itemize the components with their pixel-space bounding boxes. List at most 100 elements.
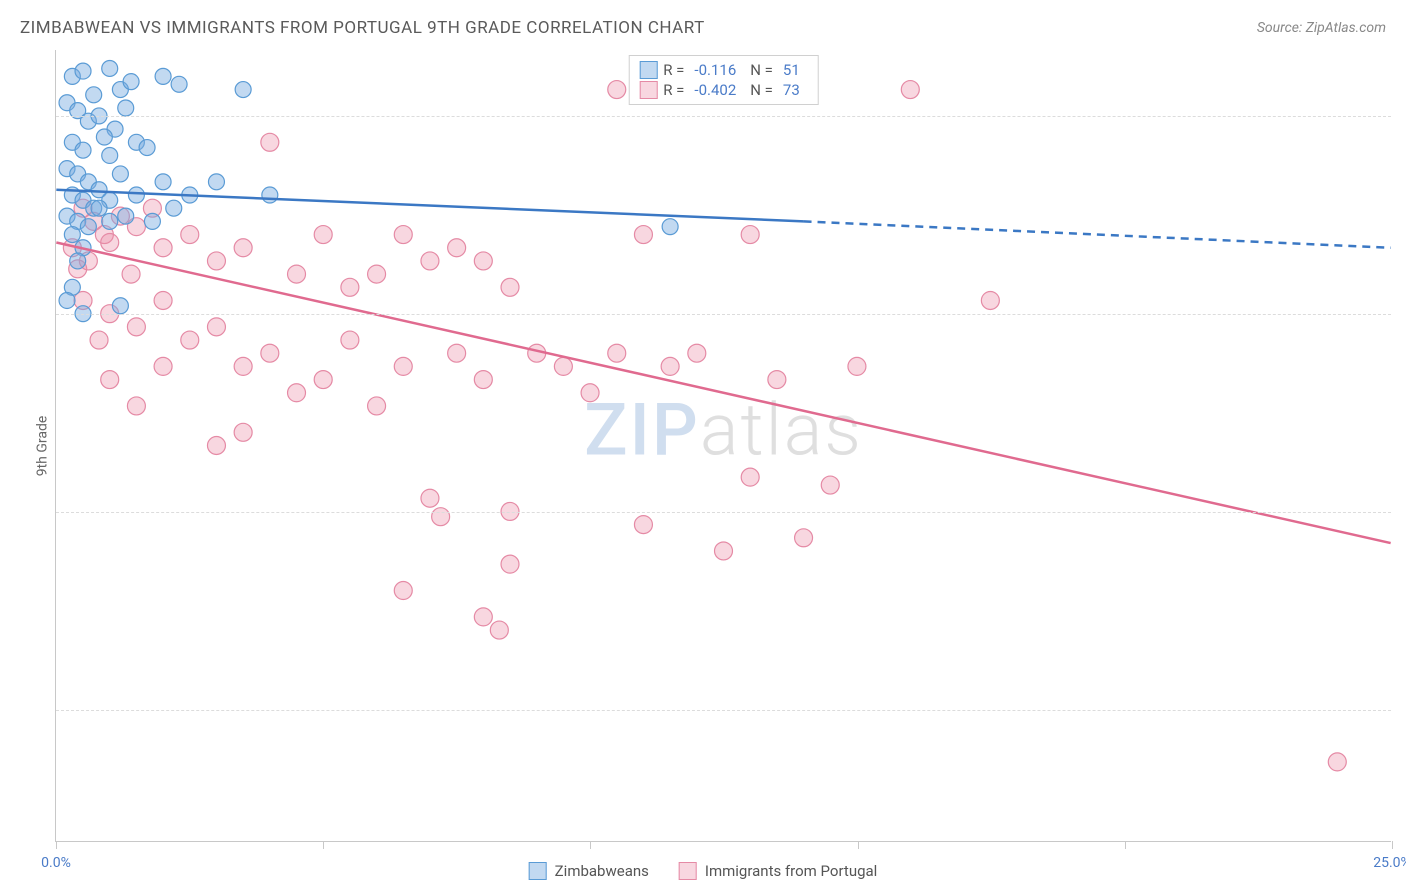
data-point — [474, 252, 492, 270]
data-point — [421, 489, 439, 507]
data-point — [59, 292, 75, 308]
y-axis-label: 9th Grade — [34, 416, 50, 477]
data-point — [821, 476, 839, 494]
data-point — [288, 384, 306, 402]
data-point — [154, 357, 172, 375]
legend-series: Zimbabweans Immigrants from Portugal — [529, 862, 878, 880]
data-point — [490, 621, 508, 639]
x-tick — [1125, 841, 1126, 849]
data-point — [634, 516, 652, 534]
legend-n-value: 73 — [783, 81, 800, 99]
data-point — [634, 226, 652, 244]
data-point — [112, 298, 128, 314]
data-point — [96, 129, 112, 145]
legend-correlation-row: R =-0.402N =73 — [639, 80, 808, 100]
data-point — [128, 187, 144, 203]
chart-title: ZIMBABWEAN VS IMMIGRANTS FROM PORTUGAL 9… — [20, 18, 705, 38]
data-point — [234, 357, 252, 375]
data-point — [118, 100, 134, 116]
data-point — [795, 529, 813, 547]
chart-header: ZIMBABWEAN VS IMMIGRANTS FROM PORTUGAL 9… — [20, 18, 1386, 38]
data-point — [207, 318, 225, 336]
data-point — [75, 63, 91, 79]
legend-n-value: 51 — [783, 61, 800, 79]
data-point — [208, 174, 224, 190]
data-point — [127, 318, 145, 336]
data-point — [112, 166, 128, 182]
data-point — [448, 344, 466, 362]
data-point — [122, 265, 140, 283]
data-point — [341, 278, 359, 296]
data-point — [432, 508, 450, 526]
regression-line-a-dashed — [804, 221, 1391, 247]
data-point — [234, 239, 252, 257]
legend-correlation-row: R =-0.116N =51 — [639, 60, 808, 80]
data-point — [741, 226, 759, 244]
gridline — [56, 710, 1391, 711]
data-point — [394, 582, 412, 600]
data-point — [341, 331, 359, 349]
data-point — [155, 68, 171, 84]
data-point — [314, 226, 332, 244]
data-point — [768, 371, 786, 389]
data-point — [501, 278, 519, 296]
data-point — [554, 357, 572, 375]
gridline — [56, 314, 1391, 315]
y-tick-label: 85.0% — [1399, 504, 1406, 520]
legend-series-label: Zimbabweans — [555, 862, 649, 880]
data-point — [80, 219, 96, 235]
chart-plot-area: ZIPatlas R =-0.116N =51R =-0.402N =73 77… — [55, 50, 1391, 842]
data-point — [207, 252, 225, 270]
data-point — [154, 291, 172, 309]
x-tick — [1392, 841, 1393, 849]
data-point — [102, 213, 118, 229]
data-point — [127, 397, 145, 415]
legend-r-value: -0.116 — [694, 61, 736, 79]
data-point — [171, 76, 187, 92]
data-point — [261, 344, 279, 362]
data-point — [314, 371, 332, 389]
data-point — [474, 608, 492, 626]
chart-container: ZIMBABWEAN VS IMMIGRANTS FROM PORTUGAL 9… — [0, 0, 1406, 892]
data-point — [688, 344, 706, 362]
data-point — [118, 208, 134, 224]
x-tick — [590, 841, 591, 849]
legend-series-item: Immigrants from Portugal — [679, 862, 877, 880]
legend-swatch — [639, 61, 657, 79]
gridline — [56, 116, 1391, 117]
data-point — [144, 213, 160, 229]
data-point — [181, 226, 199, 244]
data-point — [70, 253, 86, 269]
x-tick-label: 0.0% — [41, 855, 71, 871]
data-point — [262, 187, 278, 203]
data-point — [848, 357, 866, 375]
data-point — [102, 60, 118, 76]
gridline — [56, 512, 1391, 513]
data-point — [261, 133, 279, 151]
data-point — [181, 331, 199, 349]
data-point — [102, 147, 118, 163]
data-point — [741, 468, 759, 486]
data-point — [91, 200, 107, 216]
data-point — [474, 371, 492, 389]
data-point — [901, 81, 919, 99]
data-point — [394, 226, 412, 244]
data-point — [501, 555, 519, 573]
data-point — [155, 174, 171, 190]
data-point — [75, 142, 91, 158]
data-point — [608, 81, 626, 99]
x-tick — [56, 841, 57, 849]
legend-swatch — [639, 81, 657, 99]
legend-n-label: N = — [750, 81, 773, 99]
legend-series-item: Zimbabweans — [529, 862, 649, 880]
data-point — [101, 233, 119, 251]
y-tick-label: 100.0% — [1399, 108, 1406, 124]
x-tick-label: 25.0% — [1373, 855, 1406, 871]
data-point — [661, 357, 679, 375]
data-point — [90, 331, 108, 349]
data-point — [86, 87, 102, 103]
legend-series-label: Immigrants from Portugal — [705, 862, 877, 880]
legend-r-label: R = — [663, 81, 684, 99]
data-point — [1328, 753, 1346, 771]
y-tick-label: 92.5% — [1399, 306, 1406, 322]
